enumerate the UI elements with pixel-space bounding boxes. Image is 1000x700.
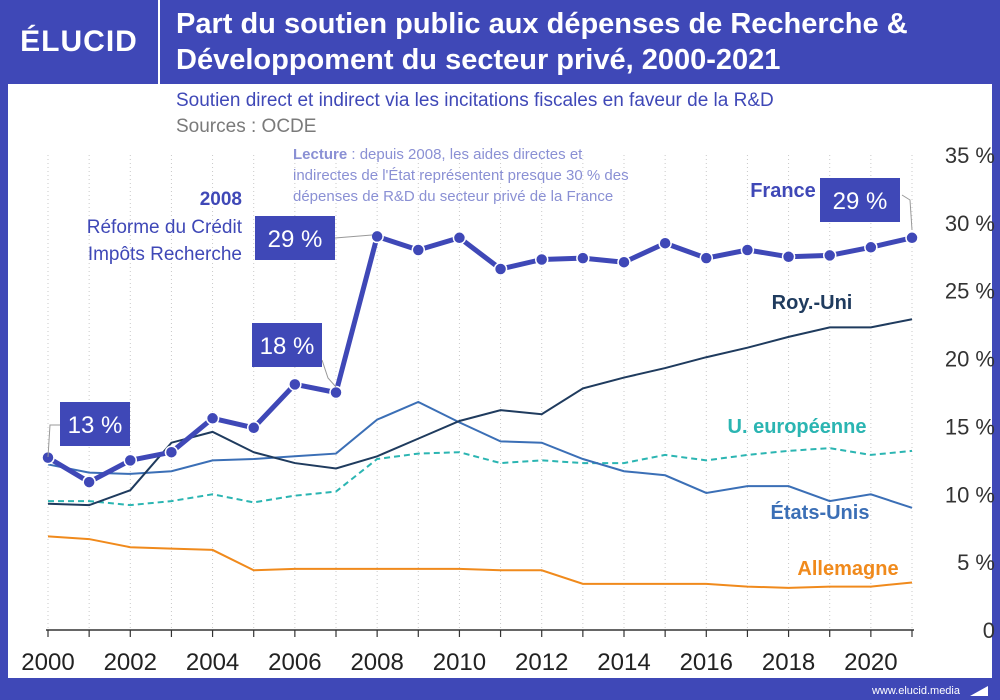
badge-29-2008: 29 %: [255, 216, 335, 260]
series-line-france: [46, 233, 913, 485]
x-tick-label: 2016: [680, 649, 733, 676]
header-bar: ÉLUCID Part du soutien public aux dépens…: [0, 0, 1000, 84]
legend-label-de: Allemagne: [797, 558, 898, 580]
badge-18-label: 18 %: [260, 333, 315, 360]
y-tick-label: 0: [983, 618, 995, 643]
x-tick-label: 2010: [433, 649, 486, 676]
point-france: [493, 262, 508, 276]
legend-label-uk: Roy.-Uni: [772, 292, 853, 314]
badge-29-2021-label: 29 %: [833, 188, 888, 215]
series-line-de: [47, 535, 913, 589]
point-france: [617, 255, 631, 269]
legend-label-france: France: [750, 180, 816, 202]
y-tick-label: 25 %: [945, 279, 995, 304]
chart-subtitle: Soutien direct et indirect via les incit…: [176, 90, 774, 111]
series-line-uk: [47, 318, 913, 507]
point-france: [864, 240, 878, 255]
badge-18: 18 %: [252, 323, 322, 367]
badge-13: 13 %: [60, 402, 130, 446]
x-tick-label: 2008: [350, 649, 403, 676]
x-tick-label: 2000: [21, 649, 74, 676]
y-tick-label: 20 %: [945, 347, 995, 372]
badge-13-label: 13 %: [68, 412, 123, 439]
chart-sources: Sources : OCDE: [176, 116, 317, 137]
point-france: [164, 445, 179, 459]
svg-text:Lecture : depuis 2008, les aid: Lecture : depuis 2008, les aides directe…: [293, 146, 583, 163]
point-france: [370, 229, 384, 244]
point-france: [329, 385, 343, 400]
series-line-eu: [48, 447, 913, 507]
point-france: [246, 421, 261, 435]
point-france: [452, 231, 467, 245]
x-tick-label: 2006: [268, 649, 321, 676]
legend-label-eu: U. européenne: [728, 416, 867, 438]
y-tick-label: 10 %: [945, 482, 995, 507]
point-france: [905, 231, 919, 245]
series-line-us: [47, 400, 913, 509]
lecture-bold: Lecture: [293, 146, 347, 163]
series-lines: [41, 229, 919, 589]
x-tick-label: 2018: [762, 649, 815, 676]
y-tick-label: 30 %: [945, 211, 995, 236]
point-france: [658, 236, 672, 250]
point-france: [781, 250, 796, 264]
x-tick-label: 2004: [186, 649, 239, 676]
y-tick-label: 15 %: [945, 414, 995, 439]
leader-2008: [334, 234, 373, 239]
badge-29-2008-label: 29 %: [268, 226, 323, 253]
x-axis: 2000 2002 2004 2006 2008 2010 2012 2014 2016 2018…: [21, 629, 914, 676]
leader-2021: [901, 194, 913, 231]
point-france: [288, 377, 302, 392]
reform-line-1: Réforme du Crédit: [87, 217, 243, 238]
point-france: [123, 453, 138, 468]
reform-year: 2008: [200, 189, 242, 210]
footer-logo-icon: [970, 686, 988, 696]
badge-29-2021: 29 %: [820, 178, 900, 222]
x-tick-label: 2012: [515, 649, 568, 676]
chart-title: Part du soutien public aux dépenses de R…: [176, 8, 908, 76]
reform-line-2: Impôts Recherche: [88, 244, 242, 265]
brand-logo[interactable]: ÉLUCID: [0, 0, 160, 84]
legend-label-us: États-Unis: [771, 501, 870, 524]
y-axis-ticks: 0 5 % 10 % 15 % 20 % 25 % 30 % 35 %: [945, 143, 995, 643]
lecture-note: Lecture : depuis 2008, les aides directe…: [293, 146, 629, 205]
x-tick-label: 2014: [597, 649, 650, 676]
y-tick-label: 5 %: [957, 550, 995, 575]
badge-leaders: [47, 194, 913, 458]
point-france: [82, 475, 96, 489]
series-labels: France Roy.-Uni U. européenne États-Unis…: [728, 180, 899, 580]
point-france: [740, 243, 755, 257]
x-tick-label: 2020: [844, 649, 897, 676]
lecture-line-3: dépenses de R&D du secteur privé de la F…: [293, 188, 613, 205]
footer-url[interactable]: www.elucid.media: [871, 685, 960, 697]
point-france: [699, 251, 714, 265]
point-france: [534, 252, 549, 267]
leader-2006: [321, 359, 337, 388]
point-france: [576, 251, 590, 265]
lecture-line-2: indirectes de l'État représentent presqu…: [293, 167, 629, 184]
point-france: [822, 248, 837, 263]
point-france: [205, 411, 220, 426]
y-tick-label: 35 %: [945, 143, 995, 168]
point-france: [411, 243, 426, 257]
lecture-line-1: : depuis 2008, les aides directes et: [347, 146, 583, 163]
leader-2000: [47, 424, 60, 458]
x-tick-label: 2002: [104, 649, 157, 676]
